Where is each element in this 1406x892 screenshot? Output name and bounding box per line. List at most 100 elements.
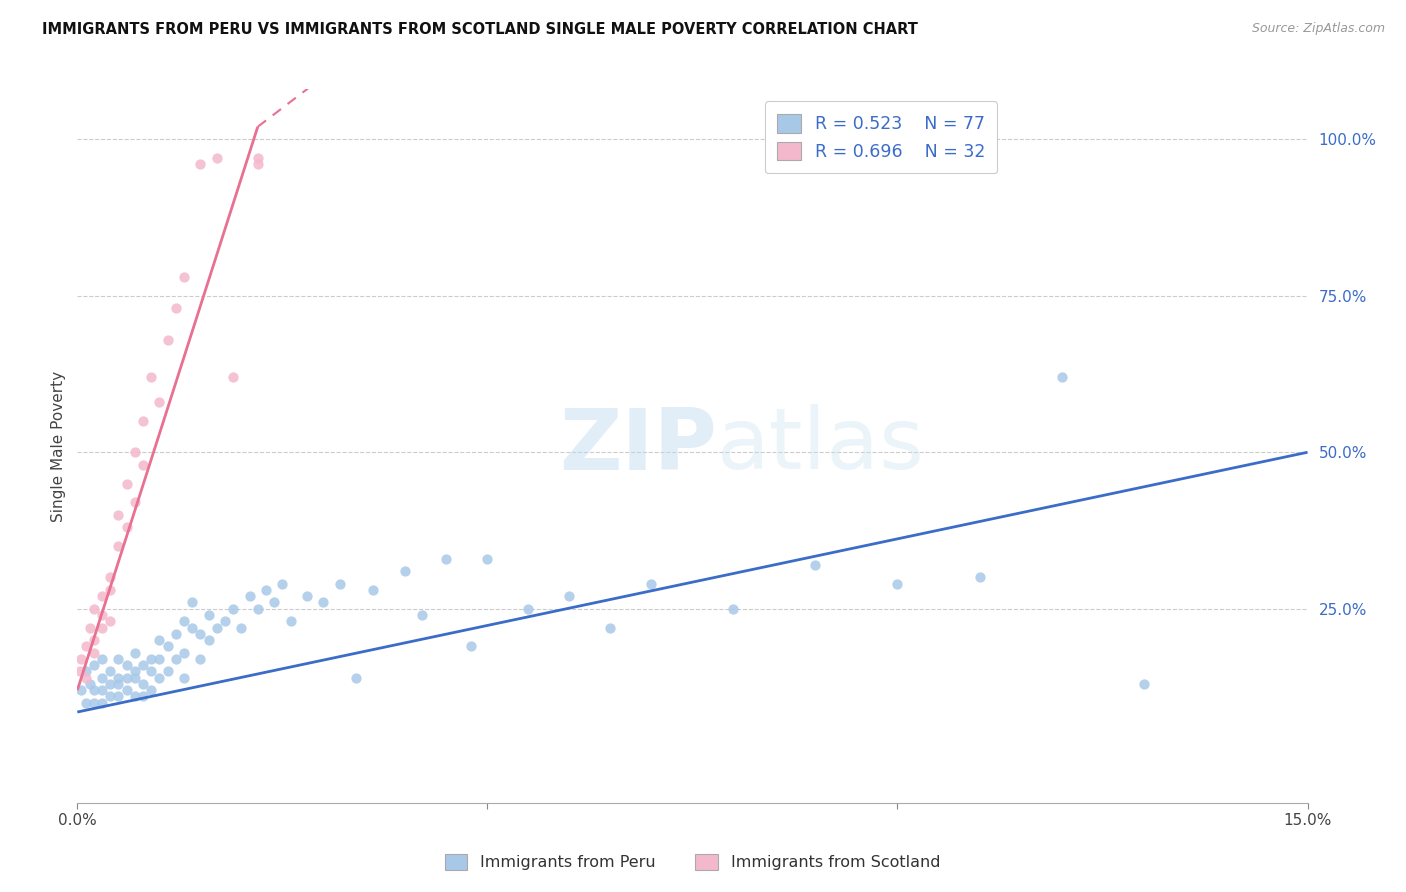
Point [115, 658, 138, 673]
Point [69, 665, 91, 679]
Legend: Immigrants from Peru, Immigrants from Scotland: Immigrants from Peru, Immigrants from Sc… [439, 847, 946, 877]
Point [205, 151, 228, 165]
Point [90, 696, 114, 710]
Point [173, 614, 195, 628]
Point [271, 576, 294, 591]
Point [70, 683, 93, 698]
Point [90, 683, 114, 698]
Point [295, 589, 318, 603]
Point [107, 508, 129, 522]
Point [75, 640, 97, 654]
Point [165, 627, 187, 641]
Point [141, 370, 163, 384]
Point [115, 671, 138, 685]
Text: Source: ZipAtlas.com: Source: ZipAtlas.com [1251, 22, 1385, 36]
Point [411, 607, 433, 622]
Point [132, 690, 155, 704]
Point [115, 683, 138, 698]
Point [83, 696, 105, 710]
Point [599, 621, 621, 635]
Point [132, 677, 155, 691]
Point [141, 665, 163, 679]
Point [477, 551, 499, 566]
Point [156, 665, 179, 679]
Point [132, 458, 155, 472]
Point [329, 576, 352, 591]
Point [344, 671, 367, 685]
Point [280, 614, 302, 628]
Point [156, 640, 179, 654]
Point [148, 395, 170, 409]
Point [83, 683, 105, 698]
Point [1050, 370, 1073, 384]
Point [98, 690, 121, 704]
Point [90, 607, 114, 622]
Point [148, 652, 170, 666]
Point [205, 621, 228, 635]
Point [246, 157, 269, 171]
Point [98, 582, 121, 597]
Text: atlas: atlas [717, 404, 925, 488]
Point [558, 589, 581, 603]
Y-axis label: Single Male Poverty: Single Male Poverty [51, 370, 66, 522]
Point [70, 652, 93, 666]
Point [214, 614, 236, 628]
Point [361, 582, 384, 597]
Point [197, 607, 219, 622]
Point [115, 520, 138, 534]
Point [231, 621, 253, 635]
Point [181, 621, 204, 635]
Point [804, 558, 827, 572]
Point [75, 665, 97, 679]
Point [141, 683, 163, 698]
Point [83, 658, 105, 673]
Point [254, 582, 277, 597]
Point [165, 652, 187, 666]
Point [173, 671, 195, 685]
Point [517, 601, 540, 615]
Point [148, 671, 170, 685]
Point [141, 652, 163, 666]
Point [75, 696, 97, 710]
Point [124, 646, 146, 660]
Point [98, 665, 121, 679]
Point [107, 539, 129, 553]
Point [197, 633, 219, 648]
Point [723, 601, 745, 615]
Point [173, 270, 195, 285]
Point [436, 551, 458, 566]
Point [90, 671, 114, 685]
Point [148, 633, 170, 648]
Point [124, 690, 146, 704]
Point [246, 601, 269, 615]
Point [165, 301, 187, 316]
Point [156, 333, 179, 347]
Point [312, 595, 335, 609]
Point [90, 652, 114, 666]
Point [1132, 677, 1154, 691]
Point [83, 646, 105, 660]
Point [115, 476, 138, 491]
Text: IMMIGRANTS FROM PERU VS IMMIGRANTS FROM SCOTLAND SINGLE MALE POVERTY CORRELATION: IMMIGRANTS FROM PERU VS IMMIGRANTS FROM … [42, 22, 918, 37]
Point [222, 370, 245, 384]
Point [90, 621, 114, 635]
Point [246, 151, 269, 165]
Point [188, 627, 212, 641]
Point [124, 665, 146, 679]
Point [98, 677, 121, 691]
Point [188, 652, 212, 666]
Point [640, 576, 662, 591]
Point [188, 157, 212, 171]
Point [181, 595, 204, 609]
Point [83, 601, 105, 615]
Point [79, 621, 101, 635]
Point [969, 570, 991, 584]
Point [107, 671, 129, 685]
Point [460, 640, 482, 654]
Point [107, 652, 129, 666]
Point [124, 671, 146, 685]
Point [124, 445, 146, 459]
Point [132, 414, 155, 428]
Point [107, 690, 129, 704]
Point [124, 495, 146, 509]
